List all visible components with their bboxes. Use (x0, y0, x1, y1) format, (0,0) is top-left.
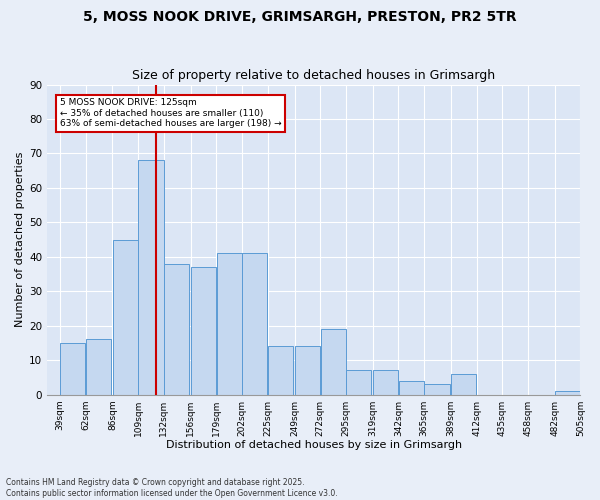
Bar (424, 384, 449, 394)
X-axis label: Distribution of detached houses by size in Grimsargh: Distribution of detached houses by size … (166, 440, 462, 450)
Bar (346, 370, 371, 394)
Text: Contains HM Land Registry data © Crown copyright and database right 2025.
Contai: Contains HM Land Registry data © Crown c… (6, 478, 338, 498)
Text: 5, MOSS NOOK DRIVE, GRIMSARGH, PRESTON, PR2 5TR: 5, MOSS NOOK DRIVE, GRIMSARGH, PRESTON, … (83, 10, 517, 24)
Bar (86, 340, 111, 394)
Bar (217, 254, 242, 394)
Bar (451, 374, 476, 394)
Y-axis label: Number of detached properties: Number of detached properties (15, 152, 25, 328)
Bar (60, 343, 85, 394)
Bar (373, 370, 398, 394)
Bar (320, 329, 346, 394)
Bar (242, 254, 268, 394)
Bar (268, 346, 293, 395)
Bar (164, 264, 189, 394)
Bar (191, 267, 216, 394)
Bar (295, 346, 320, 395)
Bar (113, 240, 138, 394)
Bar (139, 160, 164, 394)
Text: 5 MOSS NOOK DRIVE: 125sqm
← 35% of detached houses are smaller (110)
63% of semi: 5 MOSS NOOK DRIVE: 125sqm ← 35% of detac… (60, 98, 281, 128)
Bar (555, 391, 580, 394)
Bar (399, 381, 424, 394)
Title: Size of property relative to detached houses in Grimsargh: Size of property relative to detached ho… (132, 69, 496, 82)
